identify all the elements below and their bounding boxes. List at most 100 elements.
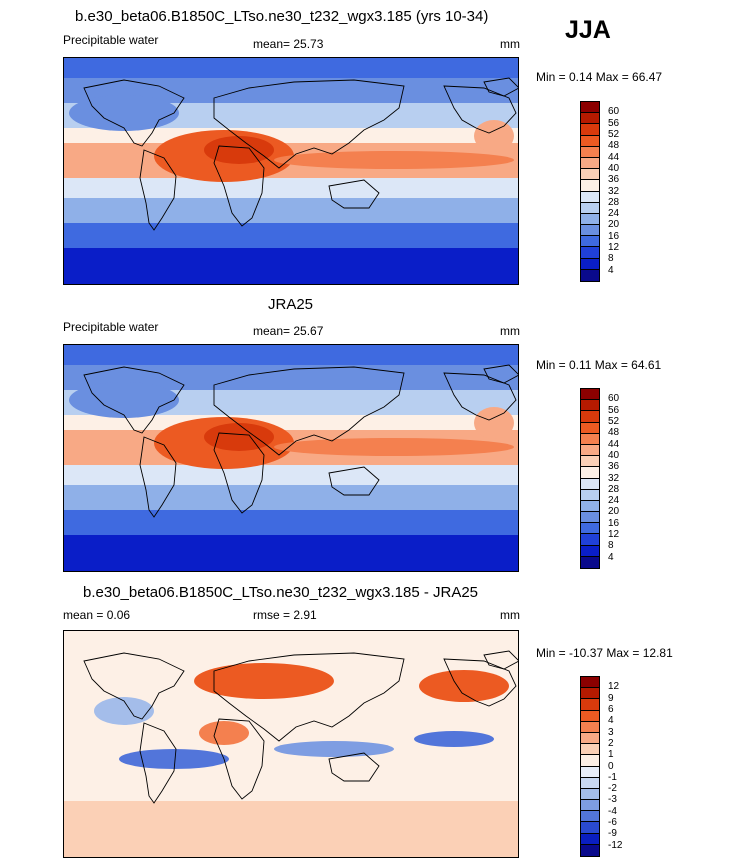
minmax-label: Min = -10.37 Max = 12.81 bbox=[536, 646, 673, 660]
colorbar-swatch bbox=[581, 180, 599, 192]
colorbar-tick-label: 36 bbox=[608, 461, 620, 473]
colorbar-swatch bbox=[581, 258, 599, 270]
colorbar-tick-label: -9 bbox=[608, 828, 617, 840]
colorbar-swatch bbox=[581, 710, 599, 722]
colorbar-swatch bbox=[581, 135, 599, 147]
colorbar-tick-label: -4 bbox=[608, 805, 617, 817]
colorbar-tick-label: -1 bbox=[608, 771, 617, 783]
colorbar-tick-label: 4 bbox=[608, 264, 614, 276]
colorbar-tick-label: 16 bbox=[608, 230, 620, 242]
colorbar-tick-label: 32 bbox=[608, 472, 620, 484]
colorbar-tick-label: 8 bbox=[608, 253, 614, 265]
colorbar-swatch bbox=[581, 811, 599, 823]
colorbar-swatch bbox=[581, 534, 599, 546]
colorbar-swatch bbox=[581, 236, 599, 248]
colorbar-swatch bbox=[581, 456, 599, 468]
colorbar-tick-label: 44 bbox=[608, 151, 620, 163]
colorbar-tick-label: 4 bbox=[608, 715, 614, 727]
colorbar-swatch bbox=[581, 433, 599, 445]
colorbar-swatch bbox=[581, 422, 599, 434]
units-label: mm bbox=[500, 608, 520, 622]
colorbar-swatch bbox=[581, 113, 599, 125]
colorbar bbox=[580, 101, 600, 282]
mean-label: mean= 25.67 bbox=[253, 324, 324, 338]
colorbar-swatch bbox=[581, 411, 599, 423]
colorbar-swatch bbox=[581, 523, 599, 535]
colorbar-swatch bbox=[581, 822, 599, 834]
colorbar-tick-label: -2 bbox=[608, 783, 617, 795]
colorbar-tick-label: -6 bbox=[608, 817, 617, 829]
colorbar-swatch bbox=[581, 169, 599, 181]
colorbar-swatch bbox=[581, 478, 599, 490]
minmax-label: Min = 0.14 Max = 66.47 bbox=[536, 70, 663, 84]
colorbar-swatch bbox=[581, 512, 599, 524]
colorbar-tick-label: 56 bbox=[608, 117, 620, 129]
colorbar-tick-label: 1 bbox=[608, 749, 614, 761]
colorbar-swatch bbox=[581, 489, 599, 501]
colorbar-tick-label: 56 bbox=[608, 404, 620, 416]
colorbar-tick-label: 28 bbox=[608, 196, 620, 208]
map-panel bbox=[63, 630, 519, 858]
contour-map bbox=[64, 345, 518, 571]
colorbar-tick-label: 12 bbox=[608, 242, 620, 254]
colorbar-swatch bbox=[581, 545, 599, 557]
colorbar-swatch bbox=[581, 688, 599, 700]
colorbar-swatch bbox=[581, 124, 599, 136]
colorbar-tick-label: 40 bbox=[608, 449, 620, 461]
colorbar-swatch bbox=[581, 202, 599, 214]
colorbar-swatch bbox=[581, 744, 599, 756]
panel-title: b.e30_beta06.B1850C_LTso.ne30_t232_wgx3.… bbox=[83, 584, 479, 601]
colorbar-tick-label: 6 bbox=[608, 703, 614, 715]
colorbar-swatch bbox=[581, 800, 599, 812]
colorbar-tick-label: 2 bbox=[608, 737, 614, 749]
panel-title: JRA25 bbox=[268, 296, 314, 313]
colorbar-swatch bbox=[581, 721, 599, 733]
variable-label: Precipitable water bbox=[63, 320, 159, 334]
colorbar-swatch bbox=[581, 157, 599, 170]
colorbar-swatch bbox=[581, 269, 599, 281]
colorbar-tick-label: 12 bbox=[608, 529, 620, 541]
colorbar-swatch bbox=[581, 788, 599, 801]
units-label: mm bbox=[500, 324, 520, 338]
colorbar-swatch bbox=[581, 844, 599, 856]
colorbar-swatch bbox=[581, 400, 599, 412]
colorbar-swatch bbox=[581, 766, 599, 778]
variable-label: Precipitable water bbox=[63, 33, 159, 47]
colorbar-swatch bbox=[581, 247, 599, 259]
colorbar-tick-label: 24 bbox=[608, 208, 620, 220]
contour-map bbox=[64, 631, 518, 857]
colorbar-swatch bbox=[581, 500, 599, 513]
colorbar-swatch bbox=[581, 225, 599, 237]
colorbar-swatch bbox=[581, 191, 599, 203]
units-label: mm bbox=[500, 37, 520, 51]
colorbar-tick-label: 9 bbox=[608, 692, 614, 704]
colorbar-tick-label: 4 bbox=[608, 551, 614, 563]
colorbar-tick-label: 48 bbox=[608, 427, 620, 439]
colorbar-tick-label: -12 bbox=[608, 839, 623, 851]
colorbar-swatch bbox=[581, 389, 599, 401]
colorbar-tick-label: 52 bbox=[608, 128, 620, 140]
colorbar-tick-label: 0 bbox=[608, 760, 614, 772]
panel-title: b.e30_beta06.B1850C_LTso.ne30_t232_wgx3.… bbox=[75, 8, 489, 25]
colorbar-swatch bbox=[581, 102, 599, 114]
colorbar-tick-label: 40 bbox=[608, 162, 620, 174]
rmse-label: rmse = 2.91 bbox=[253, 608, 317, 622]
mean-label: mean= 25.73 bbox=[253, 37, 324, 51]
colorbar-tick-label: 16 bbox=[608, 517, 620, 529]
colorbar-tick-label: 60 bbox=[608, 393, 620, 405]
colorbar-tick-label: 36 bbox=[608, 174, 620, 186]
colorbar-swatch bbox=[581, 677, 599, 689]
mean-label: mean = 0.06 bbox=[63, 608, 131, 622]
colorbar bbox=[580, 388, 600, 569]
colorbar-tick-label: 28 bbox=[608, 483, 620, 495]
colorbar-swatch bbox=[581, 146, 599, 158]
colorbar-tick-label: 32 bbox=[608, 185, 620, 197]
colorbar-swatch bbox=[581, 444, 599, 457]
colorbar-swatch bbox=[581, 699, 599, 711]
colorbar-tick-label: 60 bbox=[608, 106, 620, 118]
colorbar-swatch bbox=[581, 213, 599, 226]
contour-map bbox=[64, 58, 518, 284]
colorbar-swatch bbox=[581, 777, 599, 789]
colorbar-swatch bbox=[581, 833, 599, 845]
minmax-label: Min = 0.11 Max = 64.61 bbox=[536, 358, 662, 372]
